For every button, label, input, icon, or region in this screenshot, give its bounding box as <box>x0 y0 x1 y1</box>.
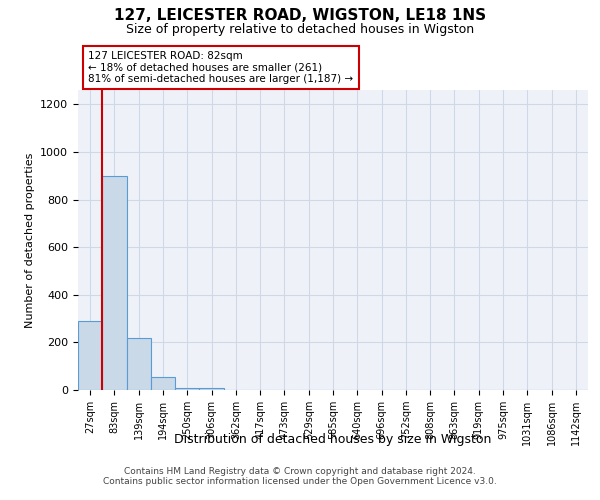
Text: Size of property relative to detached houses in Wigston: Size of property relative to detached ho… <box>126 22 474 36</box>
Bar <box>102 176 127 390</box>
Text: Contains public sector information licensed under the Open Government Licence v3: Contains public sector information licen… <box>103 477 497 486</box>
Text: Distribution of detached houses by size in Wigston: Distribution of detached houses by size … <box>175 432 491 446</box>
Bar <box>127 338 151 390</box>
Bar <box>175 388 199 390</box>
Bar <box>78 321 102 390</box>
Text: 127, LEICESTER ROAD, WIGSTON, LE18 1NS: 127, LEICESTER ROAD, WIGSTON, LE18 1NS <box>114 8 486 22</box>
Text: 127 LEICESTER ROAD: 82sqm
← 18% of detached houses are smaller (261)
81% of semi: 127 LEICESTER ROAD: 82sqm ← 18% of detac… <box>88 51 353 84</box>
Text: Contains HM Land Registry data © Crown copyright and database right 2024.: Contains HM Land Registry data © Crown c… <box>124 467 476 476</box>
Bar <box>199 388 224 390</box>
Bar <box>151 377 175 390</box>
Y-axis label: Number of detached properties: Number of detached properties <box>25 152 35 328</box>
